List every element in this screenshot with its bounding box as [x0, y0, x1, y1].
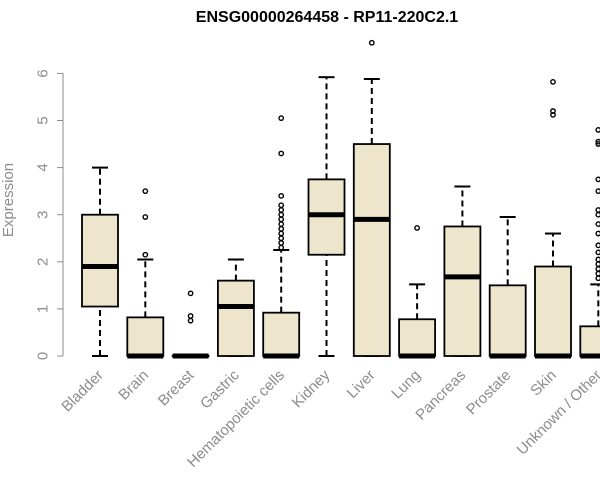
outlier-point: [550, 78, 556, 85]
box-series: [81, 39, 600, 359]
outlier-point: [278, 207, 285, 213]
outlier-point: [278, 221, 285, 228]
outlier-point: [595, 270, 600, 277]
x-tick-label: Prostate: [463, 367, 515, 419]
outlier-point: [278, 225, 285, 232]
box-brain: [126, 188, 165, 359]
outlier-point: [414, 224, 420, 231]
outlier-point: [595, 265, 600, 272]
outlier-point: [595, 176, 600, 183]
x-tick-label: Bladder: [58, 367, 107, 416]
box-iqr: [579, 325, 600, 357]
outlier-point: [595, 256, 600, 263]
box-iqr: [216, 279, 255, 357]
y-tick-label: 0: [35, 352, 52, 360]
outlier-point: [595, 242, 600, 249]
box-bladder: [81, 166, 119, 357]
outlier-point: [595, 211, 600, 218]
box-skin: [534, 78, 572, 359]
box-iqr: [443, 225, 482, 357]
outlier-point: [278, 202, 285, 209]
box-iqr: [398, 318, 437, 357]
outlier-point: [142, 251, 149, 258]
outlier-point: [595, 138, 600, 145]
outlier-point: [278, 115, 285, 122]
y-axis-label: Expression: [0, 163, 17, 237]
x-tick-label: Lung: [388, 367, 424, 403]
outlier-point: [595, 249, 600, 256]
x-tick-label: Skin: [527, 367, 560, 400]
outlier-point: [595, 127, 600, 133]
box-unknown-other: [579, 127, 600, 359]
x-tick-label: Liver: [344, 367, 379, 402]
outlier-point: [278, 216, 285, 223]
outlier-point: [142, 214, 149, 220]
outlier-point: [278, 230, 285, 237]
y-tick-label: 1: [35, 305, 52, 313]
box-pancreas: [443, 185, 482, 357]
outlier-point: [278, 244, 285, 251]
box-iqr: [488, 284, 527, 357]
y-tick-label: 2: [35, 258, 52, 266]
outlier-point: [550, 108, 556, 114]
x-tick-label: Brain: [115, 367, 152, 404]
box-breast: [171, 290, 210, 359]
outlier-point: [278, 150, 285, 157]
box-iqr: [126, 316, 165, 357]
outlier-point: [278, 211, 285, 218]
box-prostate: [488, 216, 527, 359]
y-axis-ticks: 0 1 2 3 4 5 6: [35, 69, 63, 360]
x-tick-label: Breast: [155, 366, 198, 409]
x-tick-label: Pancreas: [412, 367, 469, 424]
y-tick-label: 5: [35, 116, 52, 124]
outlier-point: [595, 141, 600, 147]
outlier-point: [278, 235, 285, 242]
box-lung: [398, 224, 437, 359]
box-liver: [352, 39, 391, 357]
y-tick-label: 4: [35, 163, 52, 171]
y-tick-label: 3: [35, 211, 52, 219]
box-kidney: [307, 76, 346, 357]
outlier-point: [187, 290, 194, 297]
outlier-point: [278, 192, 285, 199]
outlier-point: [595, 188, 600, 195]
outlier-point: [595, 275, 600, 282]
box-gastric: [216, 258, 255, 357]
outlier-point: [595, 207, 600, 213]
x-tick-label: Kidney: [289, 366, 334, 411]
chart-title: ENSG00000264458 - RP11-220C2.1: [196, 9, 459, 26]
outlier-point: [595, 230, 600, 237]
box-hematopoietic-cells: [262, 115, 301, 359]
y-tick-label: 6: [35, 69, 52, 77]
box-iqr: [352, 143, 391, 357]
outlier-point: [368, 39, 375, 46]
outlier-point: [278, 240, 285, 246]
outlier-point: [595, 221, 600, 228]
box-iqr: [534, 265, 572, 357]
outlier-point: [187, 313, 194, 319]
outlier-point: [142, 188, 149, 195]
outlier-point: [187, 317, 194, 324]
box-iqr: [81, 213, 119, 308]
outlier-point: [595, 261, 600, 268]
box-iqr: [262, 311, 301, 357]
